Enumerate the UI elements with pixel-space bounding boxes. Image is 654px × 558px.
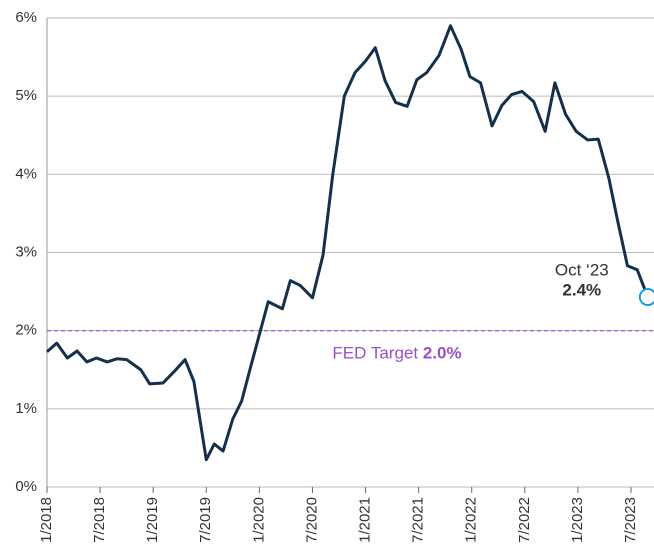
target-text: FED Target bbox=[332, 344, 422, 363]
last-point-label: Oct ‘23 bbox=[555, 261, 609, 280]
x-tick-label: 7/2020 bbox=[303, 497, 320, 543]
target-value: 2.0% bbox=[423, 344, 462, 363]
x-tick-label: 1/2021 bbox=[357, 497, 374, 543]
x-tick-label: 7/2018 bbox=[91, 497, 108, 543]
x-tick-label: 1/2019 bbox=[144, 497, 161, 543]
y-tick-label: 4% bbox=[15, 165, 37, 182]
y-tick-label: 6% bbox=[15, 9, 37, 26]
data-line bbox=[46, 24, 650, 462]
last-point-value: 2.4% bbox=[562, 281, 601, 300]
x-tick-label: 7/2021 bbox=[410, 497, 427, 543]
x-tick-label: 1/2023 bbox=[569, 497, 586, 543]
x-tick-label: 7/2022 bbox=[516, 497, 533, 543]
x-tick-label: 1/2018 bbox=[38, 497, 55, 543]
last-point bbox=[638, 288, 654, 307]
x-tick-label: 1/2020 bbox=[250, 497, 267, 543]
y-tick-label: 1% bbox=[15, 400, 37, 417]
x-tick-label: 1/2022 bbox=[463, 497, 480, 543]
x-tick-label: 7/2023 bbox=[622, 497, 639, 543]
x-tick-label: 7/2019 bbox=[197, 497, 214, 543]
y-tick-label: 5% bbox=[15, 87, 37, 104]
y-tick-label: 0% bbox=[15, 478, 37, 495]
y-tick-label: 2% bbox=[15, 322, 37, 339]
y-tick-label: 3% bbox=[15, 243, 37, 260]
target-label: FED Target 2.0% bbox=[332, 344, 461, 363]
